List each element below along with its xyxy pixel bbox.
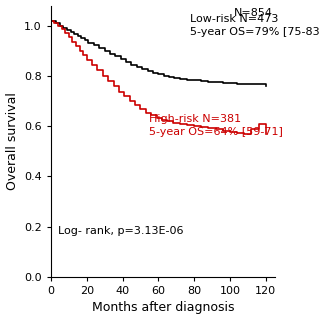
Text: Log- rank, p=3.13E-06: Log- rank, p=3.13E-06 bbox=[58, 226, 183, 236]
Text: Low-risk N=473
5-year OS=79% [75-83]: Low-risk N=473 5-year OS=79% [75-83] bbox=[190, 14, 320, 37]
Y-axis label: Overall survival: Overall survival bbox=[5, 92, 19, 190]
X-axis label: Months after diagnosis: Months after diagnosis bbox=[92, 301, 234, 315]
Text: High-risk N=381
5-year OS=64% [59-71]: High-risk N=381 5-year OS=64% [59-71] bbox=[149, 114, 283, 137]
Text: N=854: N=854 bbox=[234, 8, 272, 18]
